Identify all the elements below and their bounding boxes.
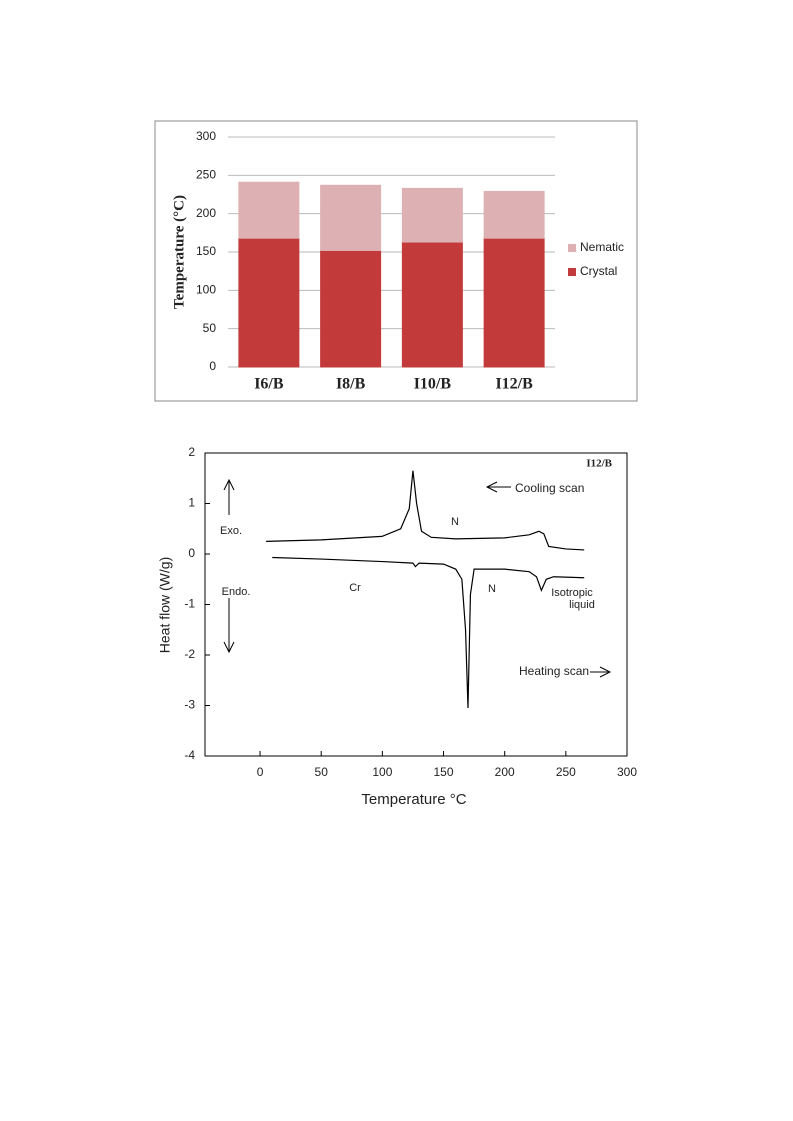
bar-segment (238, 237, 300, 368)
annotation: Endo. (222, 586, 251, 598)
bar-segment (320, 184, 382, 251)
y-tick-label: -4 (184, 748, 195, 762)
bar-segment (320, 249, 382, 368)
legend-label: Crystal (580, 264, 617, 278)
y-axis-label: Temperature (°C) (171, 195, 187, 309)
bar-segment (483, 190, 545, 239)
x-tick-label: 300 (617, 765, 637, 779)
y-tick-label: 150 (196, 244, 216, 258)
series-label: Cooling scan (515, 481, 584, 495)
chart-frame (154, 120, 638, 402)
y-tick-label: 1 (188, 496, 195, 510)
x-tick-label: I10/B (414, 376, 452, 393)
y-tick-label: 0 (188, 546, 195, 560)
y-tick-label: 200 (196, 206, 216, 220)
y-tick-label: 2 (188, 445, 195, 459)
x-tick-label: I8/B (336, 376, 366, 393)
annotation: Exo. (220, 525, 242, 537)
annotation: N (451, 516, 459, 528)
x-axis-label: Temperature °C (361, 791, 466, 808)
bar-segment (483, 237, 545, 368)
y-axis-label: Heat flow (W/g) (157, 557, 173, 653)
annotation: Isotropic (551, 587, 593, 599)
y-tick-label: 50 (203, 321, 217, 335)
y-tick-label: 300 (196, 129, 216, 143)
annotation: Cr (349, 582, 361, 594)
legend-swatch (568, 268, 576, 276)
bar-segment (238, 181, 300, 239)
x-tick-label: 50 (315, 765, 329, 779)
y-tick-label: 0 (209, 359, 216, 373)
y-tick-label: -1 (184, 597, 195, 611)
annotation: I12/B (586, 458, 612, 470)
x-tick-label: I6/B (254, 376, 284, 393)
y-tick-label: 250 (196, 168, 216, 182)
legend-label: Nematic (580, 240, 624, 254)
y-tick-label: 100 (196, 283, 216, 297)
x-tick-label: 200 (495, 765, 515, 779)
line (272, 556, 585, 709)
annotation: liquid (569, 599, 595, 611)
x-tick-label: 100 (372, 765, 392, 779)
x-tick-label: 150 (434, 765, 454, 779)
arrows (223, 478, 612, 678)
x-tick-label: 0 (257, 765, 264, 779)
x-tick-label: 250 (556, 765, 576, 779)
bar-segment (401, 241, 463, 368)
annotation: N (488, 583, 496, 595)
series-label: Heating scan (519, 664, 589, 678)
legend-swatch (568, 244, 576, 252)
line (266, 470, 585, 551)
y-tick-label: -3 (184, 698, 195, 712)
bar-segment (401, 187, 463, 243)
x-tick-label: I12/B (495, 376, 533, 393)
y-tick-label: -2 (184, 647, 195, 661)
